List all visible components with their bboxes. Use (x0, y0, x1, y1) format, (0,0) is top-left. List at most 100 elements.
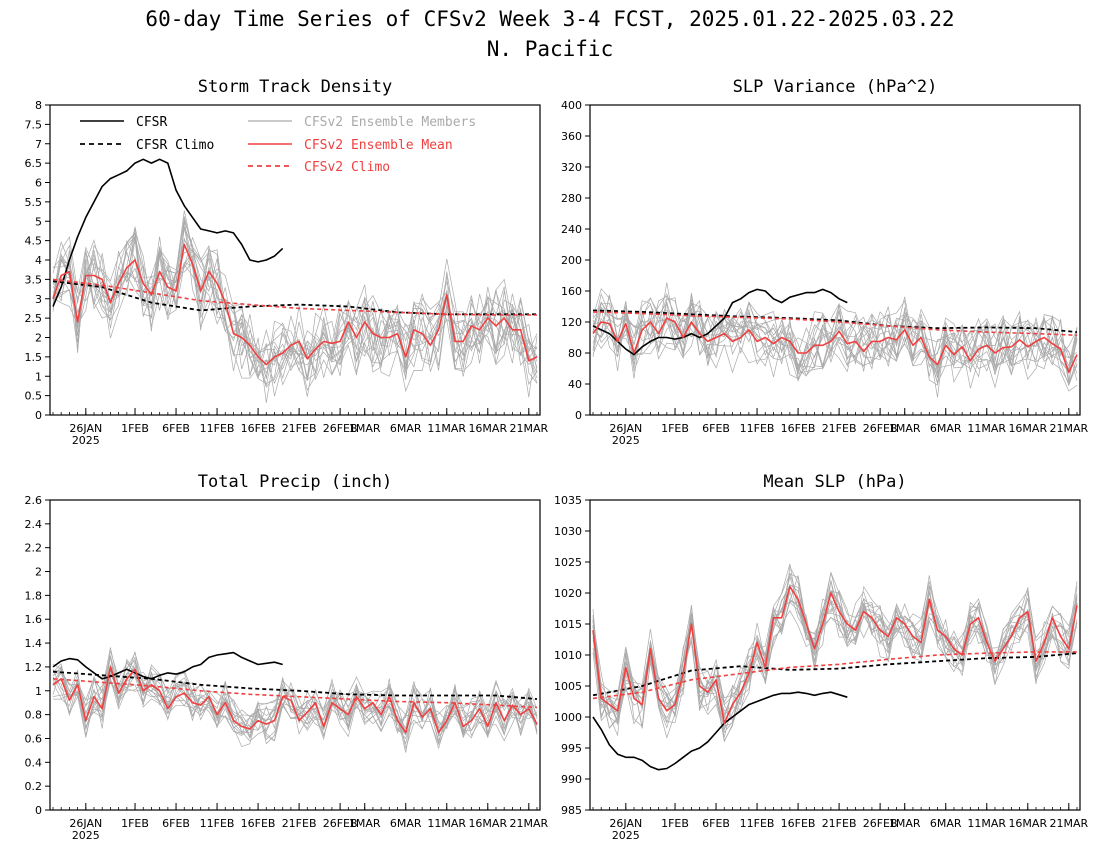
ensemble-member-line (52, 254, 538, 378)
panel-title: Mean SLP (hPa) (763, 472, 906, 492)
y-tick-label: 400 (561, 99, 582, 112)
y-axis: 0 40 80 120 160 200 240 280 320 360 400 (561, 99, 590, 422)
figure-title: 60-day Time Series of CFSv2 Week 3-4 FCS… (145, 7, 954, 31)
x-tick-label: 6FEB (162, 422, 190, 435)
ensemble-member-line (52, 220, 538, 388)
series-cfsr-climo (52, 280, 537, 316)
y-tick-label: 7 (35, 138, 42, 151)
y-tick-label: 4 (35, 254, 42, 267)
x-tick-label: 11FEB (200, 422, 235, 435)
ensemble-member-line (592, 301, 1078, 384)
y-tick-label: 1030 (554, 525, 582, 538)
x-tick-label: 16MAR (1008, 817, 1047, 830)
x-tick-label: 21MAR (1049, 817, 1088, 830)
series-ens-mean (592, 317, 1078, 374)
y-tick-label: 80 (568, 347, 582, 360)
ensemble-member-line (592, 294, 1078, 376)
ensemble-member-line (52, 236, 538, 379)
x-tick-label: 6MAR (390, 817, 422, 830)
ensemble-member-line (592, 580, 1078, 737)
series-ens-mean (52, 243, 538, 366)
figure-subtitle: N. Pacific (487, 37, 613, 61)
x-tick-label: 26JAN (69, 817, 102, 830)
x-tick-label: 21MAR (509, 817, 548, 830)
y-tick-label: 1.5 (25, 351, 43, 364)
y-tick-label: 1 (35, 685, 42, 698)
y-tick-label: 0.8 (25, 709, 43, 722)
ensemble-member-line (592, 304, 1078, 385)
panel-total-precip: Total Precip (inch) 0 0.2 0.4 0.6 0.8 1 1.2 1.4 1… (25, 472, 549, 842)
ensemble-member-line (52, 655, 538, 742)
y-tick-label: 2.4 (25, 518, 43, 531)
x-tick-label: 21FEB (822, 817, 857, 830)
x-tick-label: 26FEB (863, 817, 898, 830)
series-cfsv2-climo (52, 278, 537, 316)
y-tick-label: 360 (561, 130, 582, 143)
x-tick-label: 11MAR (967, 817, 1006, 830)
y-tick-label: 1005 (554, 680, 582, 693)
y-tick-label: 985 (561, 804, 582, 817)
y-tick-label: 0.4 (25, 756, 43, 769)
ensemble-member-line (52, 651, 538, 742)
x-tick-label: 1FEB (661, 422, 689, 435)
y-tick-label: 0.5 (25, 390, 43, 403)
x-tick-label: 26FEB (863, 422, 898, 435)
y-tick-label: 0 (575, 409, 582, 422)
y-tick-label: 320 (561, 161, 582, 174)
ensemble-members (592, 563, 1078, 743)
x-tick-label: 1FEB (121, 422, 149, 435)
plot-frame (49, 104, 541, 416)
legend-label-cfsv2-climo: CFSv2 Climo (304, 160, 390, 175)
y-tick-label: 1010 (554, 649, 582, 662)
y-tick-label: 1000 (554, 711, 582, 724)
y-axis: 0 0.5 1 1.5 2 2.5 3 3.5 4 4.5 5 5.5 6 6.5 7 7.5 8 (25, 99, 50, 422)
ensemble-member-line (52, 239, 538, 398)
x-tick-label: 16MAR (468, 817, 507, 830)
x-tick-year-label: 2025 (612, 829, 640, 842)
x-tick-label: 26FEB (323, 422, 358, 435)
x-tick-year-label: 2025 (72, 434, 100, 447)
x-tick-label: 21FEB (282, 422, 317, 435)
y-tick-label: 0 (35, 409, 42, 422)
y-tick-label: 7.5 (25, 118, 43, 131)
x-tick-label: 11FEB (200, 817, 235, 830)
x-tick-label: 1MAR (889, 422, 921, 435)
y-tick-label: 160 (561, 285, 582, 298)
x-tick-label: 26JAN (609, 817, 642, 830)
legend: CFSR CFSR Climo CFSv2 Ensemble Members C… (80, 115, 476, 175)
y-tick-label: 5.5 (25, 196, 43, 209)
plot-frame (49, 499, 541, 811)
y-tick-label: 6 (35, 177, 42, 190)
x-tick-label: 1FEB (121, 817, 149, 830)
y-tick-label: 5 (35, 215, 42, 228)
ensemble-member-line (592, 572, 1078, 717)
ensemble-members (592, 282, 1078, 398)
ensemble-member-line (52, 222, 538, 391)
ensemble-member-line (53, 661, 538, 748)
series-cfsr-climo (52, 670, 538, 700)
x-tick-label: 11MAR (967, 422, 1006, 435)
x-tick-label: 1MAR (349, 817, 381, 830)
y-tick-label: 40 (568, 378, 582, 391)
y-tick-label: 4.5 (25, 235, 43, 248)
y-tick-label: 2.6 (25, 494, 43, 507)
x-tick-label: 11MAR (427, 422, 466, 435)
legend-label-cfsr-climo: CFSR Climo (136, 138, 214, 153)
y-tick-label: 6.5 (25, 157, 43, 170)
x-tick-label: 11MAR (427, 817, 466, 830)
y-tick-label: 1.2 (25, 661, 43, 674)
ensemble-member-line (52, 226, 538, 378)
ensemble-member-line (592, 297, 1078, 387)
x-tick-label: 1FEB (661, 817, 689, 830)
y-tick-label: 990 (561, 773, 582, 786)
x-tick-label: 16FEB (241, 817, 276, 830)
plot-frame (589, 104, 1081, 416)
panel-title: SLP Variance (hPa^2) (733, 77, 938, 97)
y-tick-label: 2.2 (25, 542, 43, 555)
plot-frame (589, 499, 1081, 811)
x-tick-label: 6FEB (162, 817, 190, 830)
x-tick-label: 11FEB (740, 817, 775, 830)
y-tick-label: 995 (561, 742, 582, 755)
